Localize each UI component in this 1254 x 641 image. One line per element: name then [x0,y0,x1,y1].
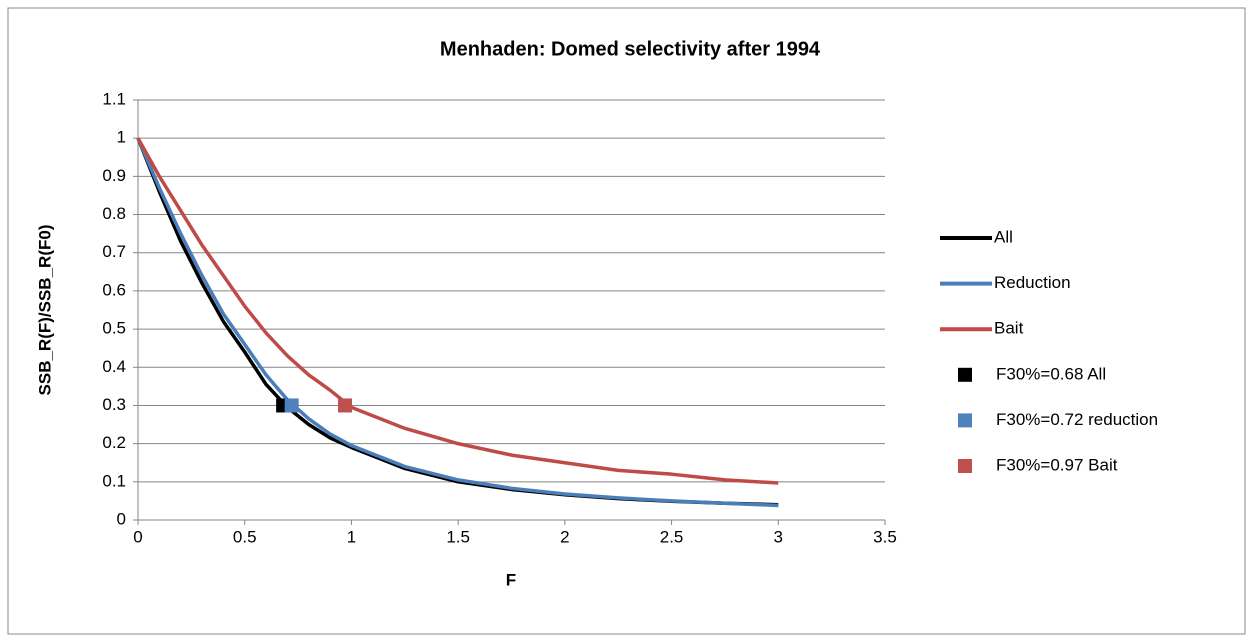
y-tick-label: 0.8 [102,204,126,223]
x-axis-title: F [506,570,516,589]
y-tick-label: 0.6 [102,280,126,299]
legend-marker [958,367,972,382]
chart-border [7,7,1246,635]
legend-label: F30%=0.68 All [996,364,1106,383]
legend-label: F30%=0.97 Bait [996,455,1118,474]
y-tick-label: 0.1 [102,471,126,490]
x-tick-label: 2 [560,527,569,546]
y-tick-label: 0.5 [102,319,126,338]
y-tick-label: 0.9 [102,166,126,185]
y-tick-label: 0.3 [102,395,126,414]
legend-label: F30%=0.72 reduction [996,410,1158,429]
x-tick-label: 3 [774,527,783,546]
legend-label: All [994,227,1013,246]
y-tick-label: 0 [117,509,126,528]
marker [338,398,353,413]
x-tick-label: 3.5 [873,527,897,546]
legend-marker [958,413,972,428]
y-tick-label: 0.7 [102,242,126,261]
y-axis-title: SSB_R(F)/SSB_R(F0) [35,225,54,396]
legend-marker [958,459,972,473]
y-tick-label: 1 [117,128,126,147]
y-tick-label: 0.4 [102,357,126,376]
x-tick-label: 0.5 [233,527,257,546]
line-series [136,137,779,508]
chart-title: Menhaden: Domed selectivity after 1994 [440,38,821,60]
x-tick-label: 1 [347,527,356,546]
x-tick-label: 1.5 [446,527,470,546]
marker [284,398,299,413]
x-tick-label: 0 [133,527,142,546]
legend-label: Bait [994,319,1024,338]
y-tick-label: 1.1 [102,89,126,108]
y-tick-label: 0.2 [102,433,126,452]
line-series [136,137,779,485]
legend-label: Reduction [994,273,1071,292]
x-tick-label: 2.5 [660,527,684,546]
